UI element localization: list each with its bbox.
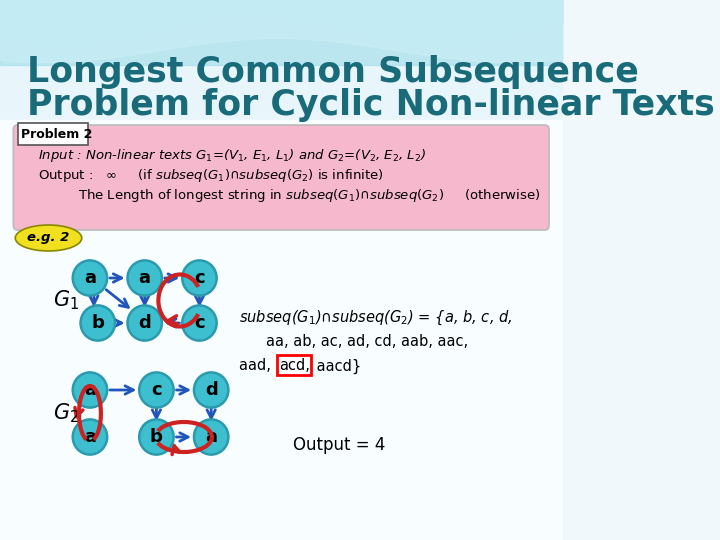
FancyBboxPatch shape [277,355,311,375]
Text: Output :   $\infty$     (if $subseq$($G_1$)$\cap$$subseq$($G_2$) is infinite): Output : $\infty$ (if $subseq$($G_1$)$\c… [37,166,383,184]
Ellipse shape [139,420,174,455]
Ellipse shape [182,306,217,341]
Ellipse shape [73,260,107,295]
FancyBboxPatch shape [13,125,549,230]
Text: a: a [205,428,217,446]
Text: aa, ab, ac, ad, cd, aab, aac,: aa, ab, ac, ad, cd, aab, aac, [266,334,468,349]
Text: a: a [84,428,96,446]
Text: Output = 4: Output = 4 [293,436,386,454]
Text: d: d [204,381,217,399]
Ellipse shape [194,420,228,455]
Text: The Length of longest string in $subseq$($G_1$)$\cap$$subseq$($G_2$)     (otherw: The Length of longest string in $subseq$… [78,186,541,204]
Text: a: a [84,381,96,399]
Polygon shape [0,120,563,540]
Text: e.g. 2: e.g. 2 [27,232,70,245]
Polygon shape [0,0,563,65]
Text: $G_2$: $G_2$ [53,402,79,426]
Text: aad,: aad, [238,359,284,374]
Text: c: c [151,381,162,399]
Ellipse shape [15,225,82,251]
Text: b: b [150,428,163,446]
Ellipse shape [139,373,174,408]
Ellipse shape [127,260,162,295]
Text: Longest Common Subsequence: Longest Common Subsequence [27,55,639,89]
Text: Input : Non-linear texts $G_1$=($V_1$, $E_1$, $L_1$) and $G_2$=($V_2$, $E_2$, $L: Input : Non-linear texts $G_1$=($V_1$, $… [37,146,426,164]
Text: d: d [138,314,151,332]
Text: Problem 2: Problem 2 [21,127,92,140]
Ellipse shape [127,306,162,341]
Text: $subseq$($G_1$)$\cap$$subseq$($G_2$) = {a, b, c, d,: $subseq$($G_1$)$\cap$$subseq$($G_2$) = {… [238,309,512,327]
Ellipse shape [81,306,115,341]
Ellipse shape [182,260,217,295]
Text: aacd}: aacd} [312,359,361,374]
Text: a: a [84,269,96,287]
Text: a: a [139,269,150,287]
Text: c: c [194,269,204,287]
FancyBboxPatch shape [18,123,89,145]
Ellipse shape [194,373,228,408]
Text: b: b [91,314,104,332]
Text: acd,: acd, [279,357,310,373]
Ellipse shape [73,420,107,455]
Text: $G_1$: $G_1$ [53,289,79,312]
Text: Problem for Cyclic Non-linear Texts: Problem for Cyclic Non-linear Texts [27,88,715,122]
Polygon shape [0,0,563,540]
Text: c: c [194,314,204,332]
Ellipse shape [73,373,107,408]
